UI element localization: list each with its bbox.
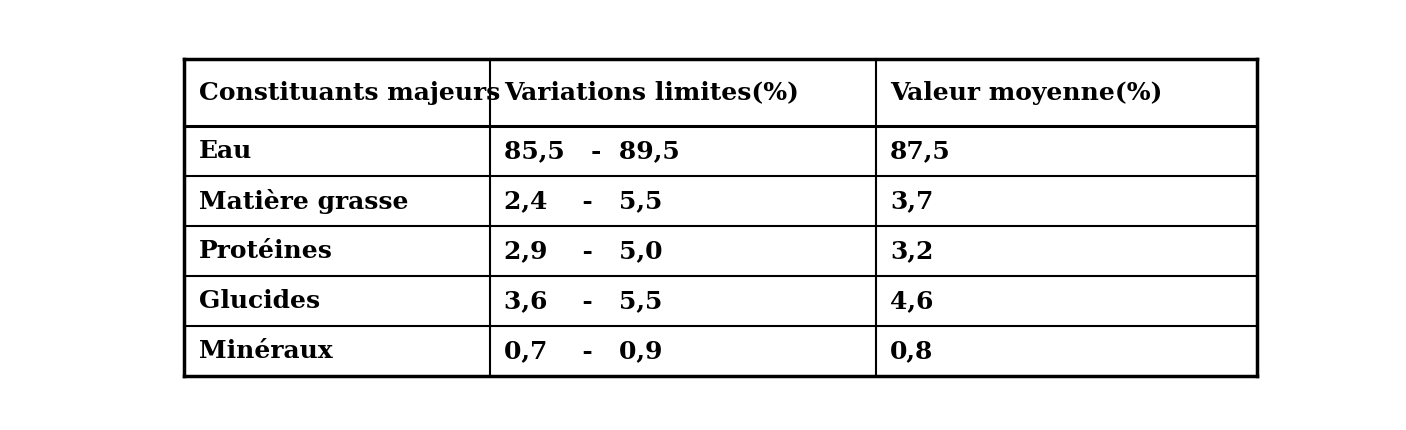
Text: 0,8: 0,8 [890, 339, 934, 363]
Text: Minéraux: Minéraux [198, 339, 332, 363]
Text: Glucides: Glucides [198, 289, 319, 313]
Text: Matière grasse: Matière grasse [198, 189, 408, 214]
Text: 87,5: 87,5 [890, 139, 950, 163]
Text: Protéines: Protéines [198, 239, 332, 263]
Text: 3,2: 3,2 [890, 239, 934, 263]
Text: Valeur moyenne(%): Valeur moyenne(%) [890, 80, 1163, 104]
Text: 3,7: 3,7 [890, 189, 934, 213]
Text: Variations limites(%): Variations limites(%) [505, 80, 799, 104]
Text: 3,6    -   5,5: 3,6 - 5,5 [505, 289, 662, 313]
Text: Eau: Eau [198, 139, 252, 163]
Text: 0,7    -   0,9: 0,7 - 0,9 [505, 339, 662, 363]
Text: 2,9    -   5,0: 2,9 - 5,0 [505, 239, 662, 263]
Text: 85,5   -  89,5: 85,5 - 89,5 [505, 139, 681, 163]
Text: Constituants majeurs: Constituants majeurs [198, 80, 501, 104]
Text: 4,6: 4,6 [890, 289, 934, 313]
Text: 2,4    -   5,5: 2,4 - 5,5 [505, 189, 662, 213]
